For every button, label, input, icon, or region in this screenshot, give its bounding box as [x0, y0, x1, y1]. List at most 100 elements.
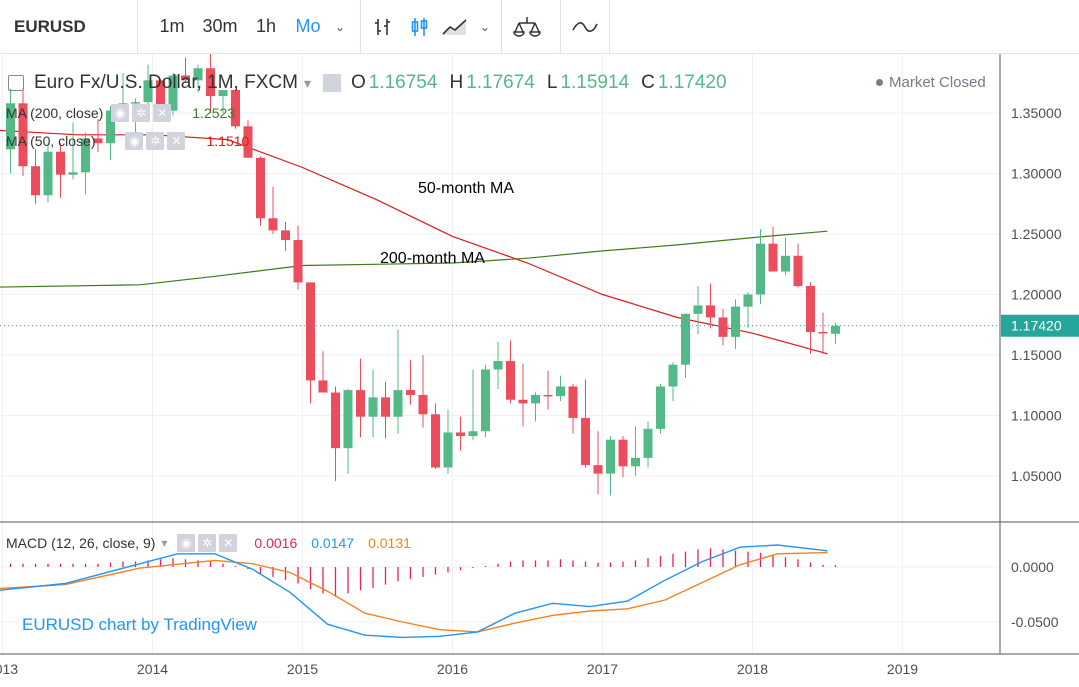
eye-icon[interactable]: ◉: [177, 534, 196, 552]
candle-body: [681, 313, 690, 365]
close-icon[interactable]: ✕: [167, 132, 186, 150]
candle-body: [106, 110, 115, 144]
candle-body: [218, 90, 228, 97]
current-price-tag: [1001, 314, 1079, 337]
macd-line-value: 0.0147: [311, 535, 355, 551]
candle-body: [68, 172, 78, 175]
macd-hist-value: 0.0016: [254, 535, 298, 551]
candle-body: [18, 103, 28, 167]
candle-body: [806, 286, 815, 333]
symbol-dropdown-icon[interactable]: ▾: [303, 74, 311, 91]
high-label: H: [449, 72, 464, 93]
eye-icon[interactable]: [322, 74, 341, 92]
market-status: Market Closed: [876, 74, 986, 91]
candle-body: [81, 138, 90, 173]
eye-icon[interactable]: ◉: [111, 104, 130, 122]
candle-body: [418, 394, 428, 415]
price-axis-label: 1.20000: [1011, 287, 1062, 303]
candle-body: [468, 431, 478, 437]
chart-area[interactable]: 1.35000 1.30000 1.25000 1.20000 1.15000 1.100…: [0, 53, 1079, 682]
symbol-label: EURUSD: [14, 16, 86, 36]
ma50-value: 1.1510: [206, 133, 250, 149]
symbol-search[interactable]: EURUSD: [0, 0, 138, 54]
settings-icon[interactable]: ✲: [132, 104, 151, 122]
candle-body: [156, 80, 165, 111]
candle-body: [431, 414, 440, 468]
interval-30m-button[interactable]: 30m: [202, 16, 238, 36]
main-legend: Euro Fx/U.S. Dollar, 1M, FXCM ▾ O 1.1675…: [8, 72, 727, 94]
top-toolbar: EURUSD 1m 30m 1h Mo ⌄ ⌄: [0, 0, 1079, 54]
current-price-label: 1.17420: [1011, 318, 1062, 334]
candle-body: [306, 282, 315, 381]
candle-body: [393, 390, 403, 417]
candle-body: [706, 305, 715, 318]
macd-line: [0, 544, 828, 639]
candle-body: [381, 397, 390, 417]
time-axis-label: 2014: [137, 661, 168, 677]
low-value: 1.15914: [560, 72, 630, 93]
low-label: L: [546, 72, 558, 93]
macd-signal-line: [0, 551, 828, 633]
macd-label: MACD (12, 26, close, 9): [6, 535, 156, 551]
candle-body: [356, 390, 365, 417]
interval-1m-button[interactable]: 1m: [159, 16, 185, 36]
settings-icon[interactable]: ✲: [198, 534, 217, 552]
bar-chart-icon[interactable]: [361, 0, 405, 54]
close-icon[interactable]: ✕: [153, 104, 172, 122]
macd-legend: MACD (12, 26, close, 9) ▾ ◉ ✲ ✕ 0.0016 0…: [6, 534, 411, 552]
toolbar-divider: [360, 0, 361, 54]
candle-body: [581, 417, 590, 466]
eye-icon[interactable]: ◉: [125, 132, 144, 150]
close-label: C: [641, 72, 655, 93]
time-axis-label: 2019: [887, 661, 918, 677]
candle-body: [818, 332, 828, 334]
candle-body: [506, 361, 515, 400]
interval-1h-button[interactable]: 1h: [255, 16, 277, 36]
candle-body: [443, 432, 453, 468]
interval-dropdown-chevron-icon[interactable]: ⌄: [334, 19, 346, 34]
candle-body: [556, 386, 565, 397]
toolbar-divider: [609, 0, 610, 54]
price-axis-label: 1.10000: [1011, 408, 1062, 424]
ma200-label: MA (200, close): [6, 105, 104, 121]
price-axis-label: 1.35000: [1011, 105, 1062, 121]
source-watermark[interactable]: EURUSD chart by TradingView: [22, 615, 257, 634]
time-axis-label: 2013: [0, 661, 18, 677]
indicators-icon[interactable]: [502, 0, 552, 54]
macd-dropdown-icon[interactable]: ▾: [161, 536, 168, 550]
candle-body: [168, 75, 178, 111]
symbol-title: Euro Fx/U.S. Dollar, 1M, FXCM: [34, 72, 298, 93]
candle-body: [593, 465, 603, 474]
candle-body: [56, 151, 65, 175]
status-dot-icon: [876, 79, 883, 86]
chart-type-dropdown-chevron-icon[interactable]: ⌄: [479, 19, 491, 34]
candle-body: [731, 306, 740, 337]
chart-svg[interactable]: 1.35000 1.30000 1.25000 1.20000 1.15000 1.100…: [0, 53, 1079, 682]
area-chart-icon[interactable]: [435, 0, 475, 54]
high-value: 1.17674: [466, 72, 535, 93]
candles-icon[interactable]: [405, 0, 435, 54]
candle-body: [293, 240, 303, 283]
candle-body: [206, 68, 215, 97]
close-icon[interactable]: ✕: [219, 534, 238, 552]
candle-body: [618, 439, 628, 467]
interval-month-button[interactable]: Mo: [295, 16, 321, 36]
price-axis-label: 1.05000: [1011, 468, 1062, 484]
open-label: O: [350, 72, 366, 93]
candle-body: [31, 166, 40, 196]
macd-signal-value: 0.0131: [368, 535, 411, 551]
candle-body: [193, 68, 203, 81]
candle-body: [331, 392, 340, 449]
price-axis-label: 1.25000: [1011, 226, 1062, 242]
candle-body: [656, 386, 665, 429]
candle-body: [693, 305, 703, 314]
ma50-legend: MA (50, close) ◉ ✲ ✕ 1.1510: [6, 132, 249, 150]
ma200-line: [0, 230, 828, 288]
collapse-legend-icon[interactable]: [8, 75, 24, 91]
settings-icon[interactable]: ✲: [146, 132, 165, 150]
candle-body: [668, 364, 678, 387]
toolbar-divider: [560, 0, 561, 54]
compare-icon[interactable]: [561, 0, 609, 54]
candle-body: [518, 399, 528, 404]
candle-body: [493, 361, 503, 370]
